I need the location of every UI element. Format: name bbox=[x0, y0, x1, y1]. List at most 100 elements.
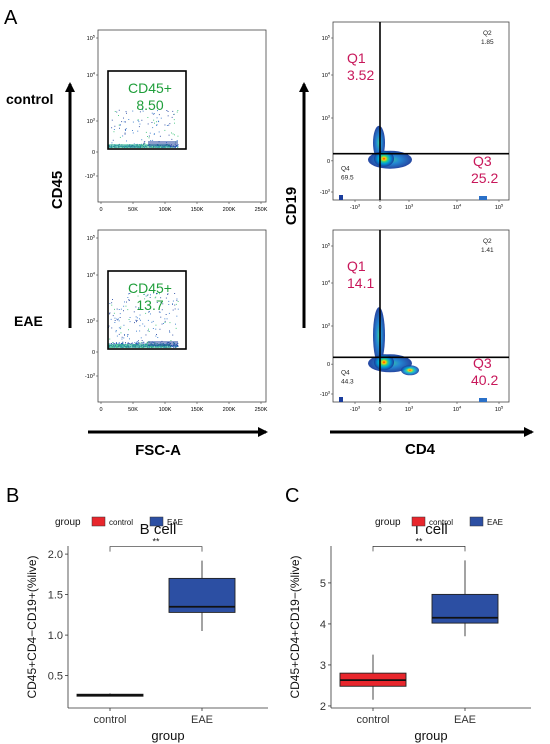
flow-ytick-label: 105 bbox=[87, 234, 96, 243]
flow-frame bbox=[97, 29, 267, 203]
panel-label-a: A bbox=[4, 7, 18, 29]
cd4-axis-label: CD4 bbox=[405, 441, 436, 458]
legend-title: group bbox=[375, 517, 401, 528]
q2-name: Q2 bbox=[483, 238, 492, 245]
flow-ytick-label: -103 bbox=[85, 172, 96, 181]
chart-legend: group control EAE bbox=[55, 516, 183, 528]
cd45-gate bbox=[107, 70, 187, 150]
legend-title: group bbox=[55, 517, 81, 528]
flow-xtick-label: 103 bbox=[405, 203, 414, 212]
panel-label-c: C bbox=[285, 485, 299, 507]
flow-plot-control-cd19-cd4: 105 104 103 0 -103 -103 0 103 104 105 Q13.52 Q2 1.85… bbox=[320, 21, 510, 212]
gate-name: CD45+ bbox=[128, 80, 172, 96]
q1-value: 3.52 bbox=[347, 67, 374, 83]
q1-name: Q1 bbox=[347, 50, 366, 66]
q2-value: 1.85 bbox=[481, 39, 494, 46]
fsc-axis-label: FSC-A bbox=[135, 442, 181, 459]
q4-name: Q4 bbox=[341, 369, 350, 376]
x-tick-label: EAE bbox=[454, 714, 476, 726]
flow-xtick-label: 150K bbox=[191, 207, 204, 213]
flow-ytick-label: 104 bbox=[87, 271, 96, 280]
q3-value: 25.2 bbox=[471, 170, 498, 186]
flow-xtick-label: 150K bbox=[191, 407, 204, 413]
flow-ytick-label: 105 bbox=[322, 242, 331, 251]
flow-xtick-label: 50K bbox=[128, 407, 138, 413]
significance-label: ** bbox=[415, 536, 423, 546]
flow-xtick-label: 50K bbox=[128, 207, 138, 213]
row-label-control: control bbox=[6, 91, 53, 107]
x-tick-label: control bbox=[356, 714, 389, 726]
y-tick-label: 3 bbox=[320, 660, 326, 672]
flow-xtick-label: 250K bbox=[255, 207, 268, 213]
cd45-axis-label: CD45 bbox=[49, 171, 66, 209]
x-axis-label: group bbox=[151, 728, 184, 743]
y-axis-label: CD45+CD4−CD19+(%live) bbox=[25, 555, 39, 698]
legend-swatch-control bbox=[91, 516, 106, 527]
y-tick-label: 2.0 bbox=[48, 549, 63, 561]
legend-swatch-eae bbox=[149, 516, 164, 527]
q1-value: 14.1 bbox=[347, 275, 374, 291]
flow-ytick-label: 103 bbox=[322, 322, 331, 331]
flow-ytick-label: 0 bbox=[92, 150, 95, 156]
flow-ytick-label: -103 bbox=[320, 390, 331, 399]
chart-title: B cell bbox=[140, 521, 177, 538]
flow-xtick-label: 0 bbox=[99, 407, 102, 413]
legend-swatch-eae bbox=[469, 516, 484, 527]
row-label-eae: EAE bbox=[14, 313, 43, 329]
y-tick-label: 1.5 bbox=[48, 590, 63, 602]
q2-value: 1.41 bbox=[481, 247, 494, 254]
flow-ytick-label: 104 bbox=[322, 71, 331, 80]
q4-value: 69.5 bbox=[341, 175, 354, 182]
flow-xtick-label: 105 bbox=[495, 405, 504, 414]
significance-bracket bbox=[372, 546, 466, 552]
flow-ytick-label: -103 bbox=[85, 372, 96, 381]
q3-name: Q3 bbox=[473, 355, 492, 371]
flow-ytick-label: 105 bbox=[87, 34, 96, 43]
q2-name: Q2 bbox=[483, 30, 492, 37]
q3-value: 40.2 bbox=[471, 372, 498, 388]
flow-ytick-label: 103 bbox=[322, 114, 331, 123]
flow-xtick-label: 0 bbox=[378, 407, 381, 413]
flow-ytick-label: 103 bbox=[87, 117, 96, 126]
legend-label-eae: EAE bbox=[167, 518, 183, 527]
flow-ytick-label: 0 bbox=[92, 350, 95, 356]
flow-ytick-label: 0 bbox=[327, 362, 330, 368]
flow-xtick-label: 100K bbox=[159, 407, 172, 413]
q3-name: Q3 bbox=[473, 153, 492, 169]
flow-xtick-label: 104 bbox=[453, 203, 462, 212]
flow-xtick-label: -103 bbox=[350, 203, 361, 212]
y-tick-label: 5 bbox=[320, 578, 326, 590]
q4-name: Q4 bbox=[341, 166, 350, 173]
q4-value: 44.3 bbox=[341, 378, 354, 385]
flow-xtick-label: 200K bbox=[223, 407, 236, 413]
flow-xtick-label: 104 bbox=[453, 405, 462, 414]
x-axis-label: group bbox=[414, 728, 447, 743]
gate-value: 13.7 bbox=[136, 297, 163, 313]
y-axis-label: CD45+CD4+CD19−(%live) bbox=[288, 555, 302, 698]
flow-ytick-label: -103 bbox=[320, 188, 331, 197]
chart-legend: group control EAE bbox=[375, 516, 503, 528]
significance-bracket bbox=[109, 546, 203, 552]
flow-plot-control-cd45: 105 104 103 0 -103 0 50K 100K 150K 200K 250K CD45+8… bbox=[85, 29, 268, 213]
q1-name: Q1 bbox=[347, 258, 366, 274]
boxplot-b-cell: B cell group control EAE ** 0.5 1.0 1.5 2.0 contr… bbox=[25, 516, 268, 743]
flow-frame bbox=[97, 229, 267, 403]
legend-label-eae: EAE bbox=[487, 518, 503, 527]
flow-ytick-label: 104 bbox=[87, 71, 96, 80]
flow-xtick-label: -103 bbox=[350, 405, 361, 414]
cd19-axis-label: CD19 bbox=[283, 187, 300, 225]
flow-xtick-label: 250K bbox=[255, 407, 268, 413]
flow-frame bbox=[332, 229, 510, 403]
y-tick-label: 0.5 bbox=[48, 671, 63, 683]
flow-ytick-label: 0 bbox=[327, 159, 330, 165]
panel-label-b: B bbox=[6, 485, 19, 507]
flow-ytick-label: 104 bbox=[322, 279, 331, 288]
box-eae bbox=[431, 593, 499, 624]
y-tick-label: 2 bbox=[320, 701, 326, 713]
flow-frame bbox=[332, 21, 510, 201]
flow-ytick-label: 105 bbox=[322, 34, 331, 43]
x-tick-label: control bbox=[93, 714, 126, 726]
cd45-gate bbox=[107, 270, 187, 350]
flow-xtick-label: 0 bbox=[378, 205, 381, 211]
